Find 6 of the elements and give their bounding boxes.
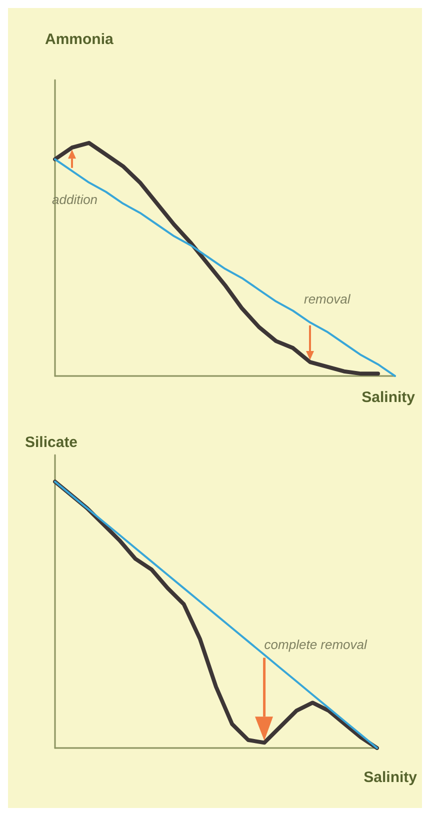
y-axis-title: Ammonia [45,31,114,48]
y-axis-title: Silicate [25,434,78,451]
x-axis-title: Salinity [364,769,418,786]
annotation: complete removal [264,636,368,652]
x-axis-title: Salinity [362,389,416,406]
annotation: removal [304,291,352,306]
